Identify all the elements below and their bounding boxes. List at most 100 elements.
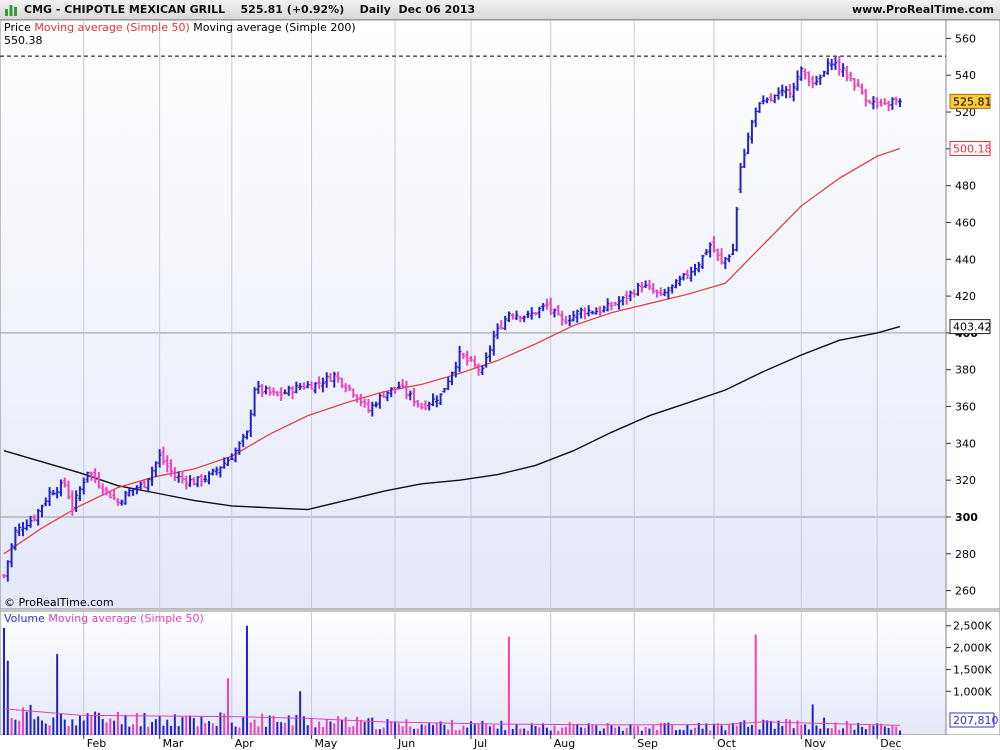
ohlc-bar bbox=[275, 391, 280, 397]
ohlc-bar bbox=[241, 433, 246, 448]
ohlc-bar bbox=[594, 307, 599, 315]
ohlc-bar bbox=[332, 371, 337, 388]
price-tick-label: 320 bbox=[955, 474, 976, 487]
price-tick-label: 520 bbox=[955, 106, 976, 119]
ohlc-bar bbox=[431, 393, 436, 407]
price-tick-label: 280 bbox=[955, 548, 976, 561]
ohlc-bar bbox=[32, 514, 37, 522]
ohlc-bar bbox=[548, 297, 553, 316]
ohlc-bar bbox=[711, 236, 716, 253]
ohlc-bar bbox=[123, 490, 128, 505]
ohlc-bar bbox=[404, 380, 409, 400]
ohlc-bar bbox=[658, 287, 663, 297]
volume-last-box bbox=[949, 712, 995, 728]
title-bar: CMG - CHIPOTLE MEXICAN GRILL 525.81 (+0.… bbox=[0, 0, 1000, 20]
ohlc-bar bbox=[522, 315, 527, 323]
ohlc-bar bbox=[666, 286, 671, 299]
ohlc-bar bbox=[563, 316, 568, 325]
ohlc-bar bbox=[806, 71, 811, 87]
chart-canvas: 2602803003203403603804004204404604805005… bbox=[0, 20, 1000, 750]
ohlc-bar bbox=[366, 398, 371, 413]
ohlc-bar bbox=[419, 402, 424, 410]
ohlc-bar bbox=[514, 310, 519, 321]
ohlc-bar bbox=[248, 409, 253, 437]
price-tick-label: 420 bbox=[955, 290, 976, 303]
ohlc-bar bbox=[746, 132, 751, 155]
volume-panel bbox=[0, 610, 947, 736]
ohlc-bar bbox=[237, 441, 242, 455]
ohlc-bar bbox=[780, 84, 785, 97]
ohlc-bar bbox=[533, 311, 538, 316]
ohlc-bar bbox=[370, 401, 375, 417]
ohlc-bar bbox=[571, 310, 576, 322]
ohlc-bar bbox=[39, 504, 44, 518]
ohlc-bar bbox=[757, 102, 762, 114]
ohlc-bar bbox=[894, 96, 899, 105]
ohlc-bar bbox=[723, 257, 728, 269]
ohlc-bar bbox=[590, 310, 595, 315]
ohlc-bar bbox=[108, 491, 113, 499]
ohlc-bar bbox=[146, 478, 151, 493]
ohlc-bar bbox=[875, 97, 880, 109]
ma200-line bbox=[3, 325, 901, 511]
price-axis-panel bbox=[945, 20, 1000, 610]
ohlc-bar bbox=[279, 387, 284, 401]
volume-ma-line bbox=[3, 708, 901, 726]
ohlc-bar bbox=[799, 66, 804, 81]
price-legend-label: Price bbox=[4, 21, 31, 34]
date-tick-label: Apr bbox=[235, 737, 255, 750]
volume-tick-label: 1,500K bbox=[953, 663, 992, 676]
price-tick-label: 340 bbox=[955, 437, 976, 450]
ohlc-bar bbox=[446, 377, 451, 391]
date-tick-label: Jun bbox=[397, 737, 415, 750]
ohlc-bar bbox=[700, 254, 705, 269]
ohlc-bar bbox=[822, 70, 827, 77]
ohlc-bar bbox=[860, 83, 865, 95]
ohlc-bar bbox=[579, 307, 584, 319]
ohlc-bar bbox=[195, 476, 200, 488]
ohlc-bar bbox=[841, 63, 846, 77]
price-panel bbox=[0, 20, 947, 610]
ohlc-bar bbox=[77, 486, 82, 501]
ohlc-bar bbox=[704, 249, 709, 256]
ohlc-bar bbox=[647, 279, 652, 291]
ohlc-bar bbox=[203, 475, 208, 483]
ohlc-bar bbox=[643, 280, 648, 289]
ma200-value-label: 403.42 bbox=[953, 321, 992, 334]
ohlc-bar bbox=[749, 119, 754, 144]
ohlc-bar bbox=[833, 56, 838, 70]
price-tick-label: 480 bbox=[955, 180, 976, 193]
ohlc-bar bbox=[396, 381, 401, 389]
ohlc-bar bbox=[852, 78, 857, 91]
price-legend: Price Moving average (Simple 50) Moving … bbox=[4, 21, 356, 34]
ma50-value-label: 500.18 bbox=[953, 143, 992, 156]
chart-type-icon[interactable] bbox=[4, 3, 18, 17]
ohlc-bar bbox=[465, 350, 470, 366]
volume-last-label: 207,810 bbox=[953, 714, 999, 727]
ohlc-bar bbox=[681, 272, 686, 281]
high-value-label: 550.38 bbox=[4, 34, 43, 47]
date-tick-label: Oct bbox=[717, 737, 737, 750]
site-url[interactable]: www.ProRealTime.com bbox=[851, 3, 994, 16]
ohlc-bar bbox=[518, 315, 523, 323]
ohlc-bar bbox=[575, 309, 580, 323]
copyright-label: © ProRealTime.com bbox=[4, 596, 114, 609]
ohlc-bar bbox=[169, 459, 174, 477]
ohlc-bar bbox=[127, 487, 132, 497]
ohlc-bar bbox=[480, 365, 485, 376]
ohlc-bar bbox=[476, 363, 481, 376]
ohlc-bar bbox=[651, 283, 656, 294]
ohlc-bar bbox=[214, 466, 219, 476]
ohlc-bar bbox=[784, 86, 789, 99]
ohlc-bar bbox=[393, 387, 398, 394]
ohlc-bar bbox=[491, 330, 496, 356]
ohlc-bar bbox=[374, 401, 379, 408]
price-tick-label: 360 bbox=[955, 401, 976, 414]
price-tick-label: 440 bbox=[955, 253, 976, 266]
ohlc-bar bbox=[867, 99, 872, 104]
ohlc-bar bbox=[871, 96, 876, 110]
ohlc-bar bbox=[689, 266, 694, 282]
ohlc-bar bbox=[119, 499, 124, 506]
ohlc-bar bbox=[708, 242, 713, 258]
ma50-legend-label: Moving average (Simple 50) bbox=[34, 21, 189, 34]
